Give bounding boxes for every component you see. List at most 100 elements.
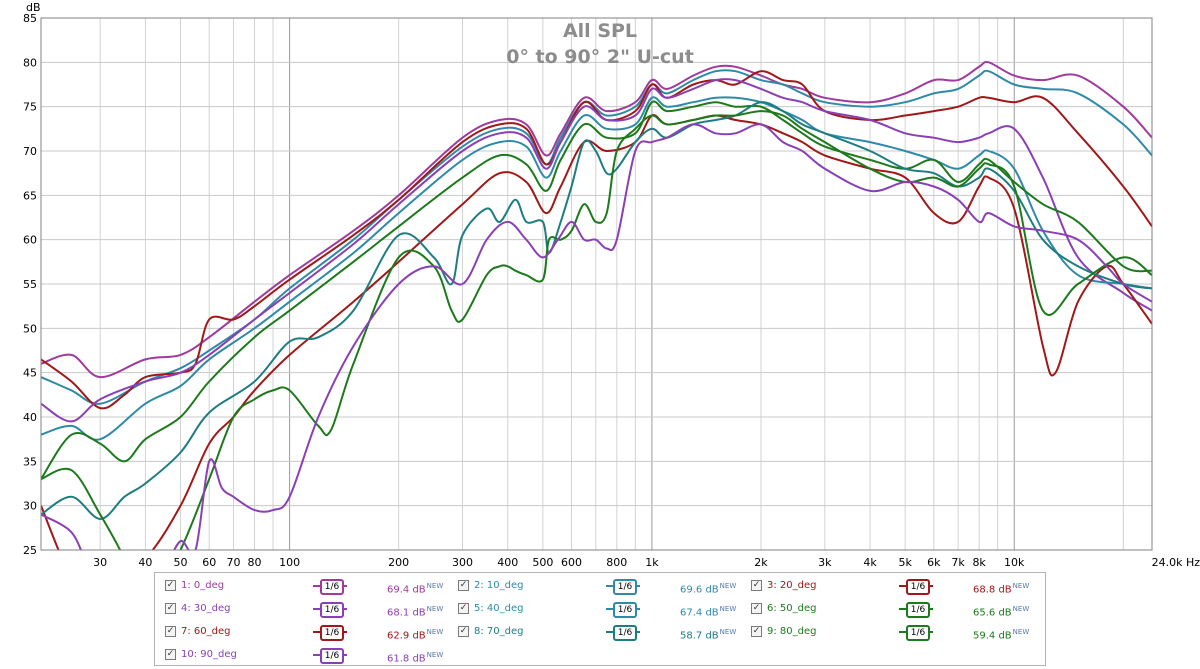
y-tick-label: 25 <box>23 544 37 557</box>
smoothing-indicator: 1/6 <box>606 625 640 641</box>
smoothing-button[interactable]: 1/6 <box>313 602 347 618</box>
smoothing-line-left <box>313 585 320 587</box>
legend-label: 4: 30_deg <box>181 603 231 614</box>
legend-value-text: 67.4 dB <box>680 607 719 619</box>
legend-entry[interactable]: ✓ 8: 70_deg 1/6 58.7 dBNEW <box>458 622 743 642</box>
smoothing-button[interactable]: 1/6 <box>313 579 347 595</box>
legend-label: 6: 50_deg <box>767 603 817 614</box>
legend-value-text: 62.9 dB <box>387 630 426 642</box>
smoothing-label: 1/6 <box>613 625 637 641</box>
legend-value-text: 68.1 dB <box>387 607 426 619</box>
y-tick-label: 65 <box>23 189 37 202</box>
legend-checkbox[interactable]: ✓ <box>165 649 176 660</box>
series-line-6 <box>41 100 1152 480</box>
legend-value: 68.1 dBNEW <box>387 599 443 623</box>
legend-checkbox[interactable]: ✓ <box>165 626 176 637</box>
x-tick-label: 30 <box>93 556 107 569</box>
legend-panel: ✓ 1: 0_deg 1/6 69.4 dBNEW ✓ 2: 10_deg 1/6 69.6 … <box>154 572 1046 666</box>
y-tick-label: 40 <box>23 411 37 424</box>
legend-value-text: 69.6 dB <box>680 584 719 596</box>
smoothing-line-left <box>899 631 906 633</box>
x-tick-label: 40 <box>138 556 152 569</box>
legend-checkbox[interactable]: ✓ <box>751 603 762 614</box>
x-tick-label: 1k <box>645 556 659 569</box>
smoothing-button[interactable]: 1/6 <box>313 625 347 641</box>
legend-checkbox[interactable]: ✓ <box>458 580 469 591</box>
y-tick-label: 35 <box>23 455 37 468</box>
chart-title: All SPL <box>563 20 637 42</box>
legend-label: 9: 80_deg <box>767 626 817 637</box>
new-badge: NEW <box>426 628 444 636</box>
legend-entry[interactable]: ✓ 1: 0_deg 1/6 69.4 dBNEW <box>165 576 450 596</box>
smoothing-line-left <box>313 654 320 656</box>
legend-checkbox[interactable]: ✓ <box>751 580 762 591</box>
y-tick-label: 70 <box>23 145 37 158</box>
chart-subtitle: 0° to 90° 2" U-cut <box>506 46 694 68</box>
legend-value: 62.9 dBNEW <box>387 622 443 646</box>
x-tick-label: 400 <box>497 556 518 569</box>
legend-entry[interactable]: ✓ 2: 10_deg 1/6 69.6 dBNEW <box>458 576 743 596</box>
y-tick-label: 45 <box>23 367 37 380</box>
new-badge: NEW <box>1012 628 1030 636</box>
legend-checkbox[interactable]: ✓ <box>751 626 762 637</box>
smoothing-indicator: 1/6 <box>313 625 347 641</box>
smoothing-button[interactable]: 1/6 <box>606 602 640 618</box>
y-tick-label: 30 <box>23 500 37 513</box>
x-tick-label: 70 <box>226 556 240 569</box>
y-tick-label: 80 <box>23 56 37 69</box>
smoothing-button[interactable]: 1/6 <box>899 579 933 595</box>
spl-chart: 25 30 35 40 45 50 55 60 65 70 75 80 85 30 40 50 60 70 80 1… <box>23 1 1200 569</box>
legend-value-text: 59.4 dB <box>973 630 1012 642</box>
legend-entry[interactable]: ✓ 5: 40_deg 1/6 67.4 dBNEW <box>458 599 743 619</box>
series-line-1 <box>41 60 1152 379</box>
x-tick-labels: 30 40 50 60 70 80 100 200 300 400 500 600 800 1k 2k 3k 4… <box>93 556 1200 569</box>
legend-value-text: 61.8 dB <box>387 653 426 665</box>
legend-entry[interactable]: ✓ 3: 20_deg 1/6 68.8 dBNEW <box>751 576 1036 596</box>
y-tick-labels: 25 30 35 40 45 50 55 60 65 70 75 80 85 <box>23 12 37 557</box>
legend-value-text: 58.7 dB <box>680 630 719 642</box>
legend-checkbox[interactable]: ✓ <box>458 626 469 637</box>
smoothing-button[interactable]: 1/6 <box>899 625 933 641</box>
smoothing-button[interactable]: 1/6 <box>313 648 347 664</box>
x-tick-label: 100 <box>279 556 300 569</box>
smoothing-line-left <box>606 631 613 633</box>
legend-entry[interactable]: ✓ 9: 80_deg 1/6 59.4 dBNEW <box>751 622 1036 642</box>
legend-entry[interactable]: ✓ 6: 50_deg 1/6 65.6 dBNEW <box>751 599 1036 619</box>
smoothing-line-left <box>313 608 320 610</box>
legend-entry[interactable]: ✓ 4: 30_deg 1/6 68.1 dBNEW <box>165 599 450 619</box>
legend-entry[interactable]: ✓ 10: 90_deg 1/6 61.8 dBNEW <box>165 645 450 665</box>
smoothing-button[interactable]: 1/6 <box>899 602 933 618</box>
new-badge: NEW <box>719 582 737 590</box>
legend-checkbox[interactable]: ✓ <box>458 603 469 614</box>
x-tick-label: 80 <box>247 556 261 569</box>
legend-value: 61.8 dBNEW <box>387 645 443 669</box>
smoothing-label: 1/6 <box>320 579 344 595</box>
x-tick-label: 10k <box>1004 556 1025 569</box>
smoothing-label: 1/6 <box>320 648 344 664</box>
smoothing-label: 1/6 <box>613 579 637 595</box>
new-badge: NEW <box>1012 605 1030 613</box>
smoothing-indicator: 1/6 <box>899 602 933 618</box>
y-axis-label: dB <box>26 1 41 14</box>
smoothing-indicator: 1/6 <box>899 625 933 641</box>
series-lines <box>41 60 1152 550</box>
legend-value-text: 69.4 dB <box>387 584 426 596</box>
smoothing-button[interactable]: 1/6 <box>606 625 640 641</box>
series-line-10 <box>41 123 1152 550</box>
legend-checkbox[interactable]: ✓ <box>165 603 176 614</box>
series-line-9 <box>41 110 1152 550</box>
smoothing-button[interactable]: 1/6 <box>606 579 640 595</box>
legend-value: 59.4 dBNEW <box>973 622 1029 646</box>
new-badge: NEW <box>719 605 737 613</box>
smoothing-line-left <box>313 631 320 633</box>
new-badge: NEW <box>1012 582 1030 590</box>
smoothing-line-left <box>606 608 613 610</box>
smoothing-label: 1/6 <box>906 602 930 618</box>
legend-label: 7: 60_deg <box>181 626 231 637</box>
legend-entry[interactable]: ✓ 7: 60_deg 1/6 62.9 dBNEW <box>165 622 450 642</box>
smoothing-line-left <box>606 585 613 587</box>
y-tick-label: 55 <box>23 278 37 291</box>
legend-checkbox[interactable]: ✓ <box>165 580 176 591</box>
x-tick-label: 4k <box>863 556 877 569</box>
smoothing-label: 1/6 <box>320 602 344 618</box>
